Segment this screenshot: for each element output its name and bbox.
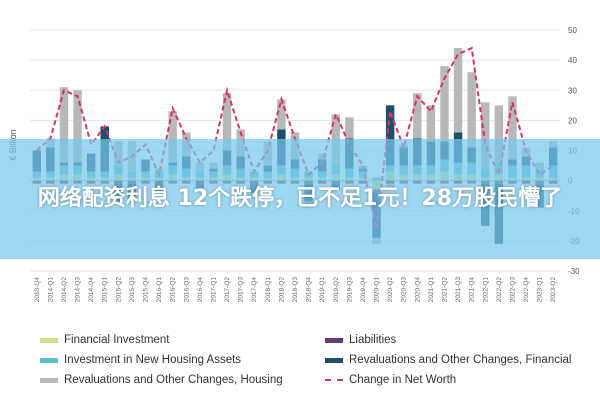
headline-banner[interactable]: 网络配资利息 12个跌停，已不足1元！28万股民懵了: [0, 139, 600, 259]
x-tick-label: 2022-Q1: [482, 277, 489, 303]
x-tick-label: 2018-Q4: [306, 277, 313, 303]
x-tick-label: 2021-Q3: [455, 277, 462, 303]
x-tick-label: 2013-Q4: [34, 277, 41, 303]
x-tick-label: 2015-Q2: [115, 277, 122, 303]
x-tick-label: 2017-Q1: [211, 277, 218, 303]
y-tick-label: -30: [568, 267, 580, 276]
bar-segment: [426, 105, 436, 142]
bar-segment: [59, 87, 69, 163]
legend-item: Revaluations and Other Changes, Housing: [40, 374, 283, 386]
x-tick-label: 2016-Q3: [183, 277, 190, 303]
legend-item: Financial Investment: [40, 334, 169, 346]
x-tick-label: 2020-Q2: [387, 277, 394, 303]
x-tick-label: 2015-Q4: [143, 277, 150, 303]
x-tick-label: 2023-Q2: [550, 277, 557, 303]
legend-label: Change in Net Worth: [349, 374, 457, 386]
x-tick-label: 2017-Q2: [224, 277, 231, 303]
x-tick-label: 2017-Q4: [251, 277, 258, 303]
x-tick-label: 2021-Q1: [428, 277, 435, 303]
bar-segment: [440, 66, 449, 142]
x-axis-ticks: 2013-Q4 2014-Q1 2014-Q2 2014-Q3 2014-Q4 2015-…: [34, 277, 557, 303]
bar-segment: [467, 72, 476, 148]
y-tick-label: 40: [568, 56, 577, 65]
x-tick-label: 2020-Q3: [401, 277, 408, 303]
bar-segment: [277, 99, 286, 130]
bar-segment: [494, 105, 504, 163]
legend-label: Liabilities: [349, 334, 397, 346]
legend-swatch: [40, 357, 58, 363]
legend-item: Change in Net Worth: [325, 374, 456, 386]
headline-text[interactable]: 网络配资利息 12个跌停，已不足1元！28万股民懵了: [37, 186, 563, 211]
x-tick-label: 2015-Q1: [102, 277, 109, 303]
legend-label: Investment in New Housing Assets: [64, 354, 242, 366]
legend-swatch: [40, 377, 58, 383]
legend-item: Liabilities: [325, 334, 396, 346]
x-tick-label: 2019-Q2: [333, 277, 340, 303]
bar-segment: [413, 93, 422, 139]
legend-item: Investment in New Housing Assets: [40, 354, 241, 366]
legend-swatch: [40, 337, 58, 343]
x-tick-label: 2021-Q2: [442, 277, 449, 303]
y-tick-label: 50: [568, 26, 577, 35]
bar-segment: [345, 117, 354, 139]
bar-segment: [168, 111, 177, 163]
x-tick-label: 2017-Q3: [238, 277, 245, 303]
x-tick-label: 2022-Q3: [509, 277, 516, 303]
x-tick-label: 2019-Q1: [319, 277, 326, 303]
x-tick-label: 2020-Q1: [374, 277, 381, 303]
bar-segment: [508, 96, 517, 160]
x-tick-label: 2023-Q1: [537, 277, 544, 303]
x-tick-label: 2019-Q3: [346, 277, 353, 303]
legend-item: Revaluations and Other Changes, Financia…: [325, 354, 571, 366]
legend-swatch: [325, 337, 343, 343]
x-tick-label: 2020-Q4: [414, 277, 421, 303]
bar-segment: [385, 105, 395, 166]
legend-swatch: [325, 379, 343, 381]
x-tick-label: 2014-Q1: [47, 277, 54, 303]
x-tick-label: 2014-Q3: [75, 277, 82, 303]
x-tick-label: 2022-Q4: [523, 277, 530, 303]
legend-swatch: [325, 357, 343, 363]
x-tick-label: 2018-Q2: [278, 277, 285, 303]
y-tick-label: 30: [568, 86, 577, 95]
legend-label: Revaluations and Other Changes, Housing: [64, 374, 283, 386]
change-in-net-worth-line: [36, 46, 554, 230]
bar-segment: [481, 102, 490, 169]
x-tick-label: 2022-Q2: [496, 277, 503, 303]
bar-segment: [222, 93, 232, 151]
bar-segment: [73, 90, 82, 163]
x-tick-label: 2016-Q4: [197, 277, 204, 303]
x-tick-label: 2021-Q4: [469, 277, 476, 303]
x-tick-label: 2016-Q1: [156, 277, 163, 303]
x-tick-label: 2014-Q2: [61, 277, 68, 303]
legend-label: Revaluations and Other Changes, Financia…: [349, 354, 572, 366]
y-tick-label: 20: [568, 116, 577, 125]
x-tick-label: 2018-Q3: [292, 277, 299, 303]
legend-label: Financial Investment: [64, 334, 170, 346]
x-tick-label: 2019-Q4: [360, 277, 367, 303]
x-tick-label: 2015-Q3: [129, 277, 136, 303]
x-tick-label: 2018-Q1: [265, 277, 272, 303]
bar-segment: [453, 48, 463, 133]
x-tick-label: 2014-Q4: [88, 277, 95, 303]
x-tick-label: 2016-Q2: [170, 277, 177, 303]
